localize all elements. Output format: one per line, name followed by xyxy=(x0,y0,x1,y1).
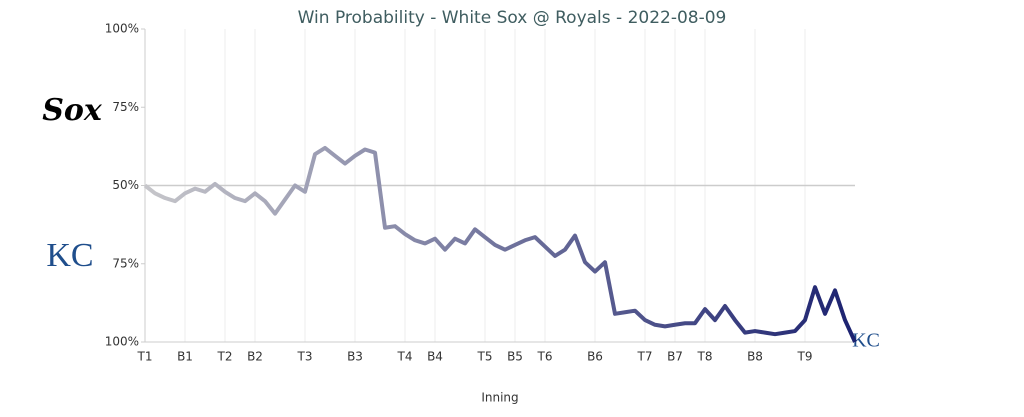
y-tick-label: 75% xyxy=(112,256,139,270)
x-tick-label: T1 xyxy=(137,350,153,364)
y-tick-label: 75% xyxy=(112,100,139,114)
logo-top: Sox xyxy=(42,93,103,128)
x-tick-label: T2 xyxy=(217,350,233,364)
x-tick-label: T7 xyxy=(637,350,653,364)
x-tick-label: T4 xyxy=(397,350,413,364)
x-tick-label: T3 xyxy=(297,350,313,364)
logo-bottom: KC xyxy=(46,237,93,274)
x-tick-label: B7 xyxy=(667,350,683,364)
x-tick-label: B6 xyxy=(587,350,603,364)
x-tick-label: B5 xyxy=(507,350,523,364)
x-tick-label: T8 xyxy=(697,350,713,364)
x-tick-label: B8 xyxy=(747,350,763,364)
win-probability-line xyxy=(143,145,857,343)
x-tick-label: B2 xyxy=(247,350,263,364)
x-tick-label: T6 xyxy=(537,350,553,364)
x-tick-label: T9 xyxy=(797,350,813,364)
x-tick-label: B3 xyxy=(347,350,363,364)
x-tick-label: B1 xyxy=(177,350,193,364)
y-tick-label: 100% xyxy=(105,22,139,36)
y-tick-label: 50% xyxy=(112,178,139,192)
y-tick-label: 100% xyxy=(105,335,139,349)
x-tick-label: T5 xyxy=(477,350,493,364)
logo-end: KC xyxy=(852,330,880,352)
x-tick-label: B4 xyxy=(427,350,443,364)
chart-title: Win Probability - White Sox @ Royals - 2… xyxy=(298,8,727,28)
x-axis-label: Inning xyxy=(481,391,518,405)
